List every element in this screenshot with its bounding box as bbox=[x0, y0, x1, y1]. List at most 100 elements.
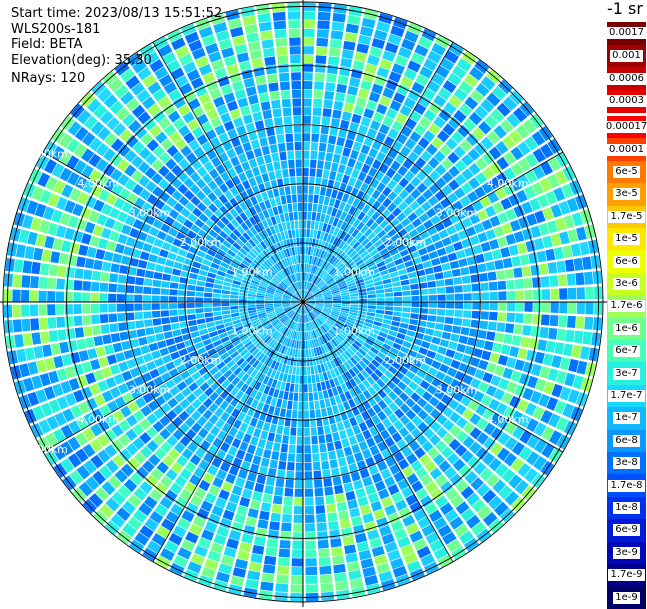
ray-gate bbox=[197, 323, 207, 330]
ray-gate bbox=[322, 334, 329, 343]
ray-gate bbox=[179, 321, 189, 328]
ray-gate bbox=[335, 493, 346, 503]
ray-gate bbox=[340, 57, 353, 68]
ray-gate bbox=[283, 279, 290, 287]
ray-gate bbox=[314, 293, 323, 298]
ray-gate bbox=[430, 488, 444, 501]
ray-gate bbox=[184, 416, 196, 428]
ray-gate bbox=[298, 290, 302, 299]
ray-gate bbox=[127, 457, 141, 471]
ray-gate bbox=[318, 151, 326, 161]
ray-gate bbox=[261, 39, 274, 49]
ray-gate bbox=[438, 229, 449, 239]
ray-gate bbox=[299, 229, 303, 238]
ray-gate bbox=[441, 171, 454, 184]
ray-gate bbox=[152, 88, 167, 102]
ray-gate bbox=[48, 330, 59, 342]
ray-gate bbox=[318, 434, 326, 444]
ray-gate bbox=[329, 315, 338, 321]
ray-gate bbox=[354, 231, 363, 241]
ray-gate bbox=[376, 305, 385, 310]
ray-gate bbox=[299, 281, 302, 290]
ray-gate bbox=[371, 472, 383, 484]
ray-gate bbox=[242, 114, 253, 125]
ray-gate bbox=[489, 161, 502, 175]
ray-gate bbox=[125, 294, 134, 302]
ray-gate bbox=[255, 326, 264, 333]
ray-gate bbox=[53, 180, 66, 195]
ray-gate bbox=[279, 213, 286, 223]
ray-gate bbox=[353, 395, 362, 406]
ray-gate bbox=[158, 165, 170, 177]
ray-gate bbox=[287, 266, 292, 275]
ray-gate bbox=[395, 499, 408, 511]
ray-gate bbox=[245, 241, 254, 250]
ray-gate bbox=[406, 560, 422, 573]
ray-gate bbox=[306, 264, 309, 273]
ray-gate bbox=[411, 295, 420, 301]
ray-gate bbox=[305, 281, 309, 290]
ray-gate bbox=[295, 273, 299, 282]
ray-gate bbox=[295, 471, 303, 480]
ray-gate bbox=[123, 246, 134, 256]
ray-gate bbox=[291, 303, 300, 307]
ray-gate bbox=[222, 240, 232, 249]
ray-gate bbox=[180, 145, 192, 157]
ray-gate bbox=[142, 243, 153, 253]
ray-gate bbox=[265, 272, 273, 280]
ray-gate bbox=[294, 282, 299, 291]
ray-gate bbox=[171, 164, 183, 177]
ray-gate bbox=[263, 323, 272, 330]
ray-gate bbox=[452, 325, 462, 334]
ray-gate bbox=[331, 270, 340, 278]
ray-gate bbox=[234, 89, 246, 100]
ray-gate bbox=[476, 432, 489, 445]
ray-gate bbox=[209, 244, 219, 253]
ray-gate bbox=[493, 388, 505, 401]
ray-gate bbox=[255, 447, 264, 457]
ray-gate bbox=[298, 410, 303, 419]
ray-gate bbox=[292, 203, 298, 212]
ray-gate bbox=[293, 392, 299, 401]
ray-gate bbox=[526, 451, 540, 466]
ray-gate bbox=[50, 251, 61, 264]
ray-gate bbox=[201, 141, 213, 153]
ray-gate bbox=[230, 351, 239, 359]
ray-gate bbox=[397, 165, 408, 177]
ray-gate bbox=[289, 286, 295, 293]
ray-gate bbox=[391, 120, 404, 132]
ray-gate bbox=[270, 329, 277, 337]
ray-gate bbox=[294, 497, 303, 506]
ray-gate bbox=[312, 357, 317, 366]
ray-gate bbox=[315, 303, 324, 306]
ray-gate bbox=[518, 157, 531, 172]
ray-gate bbox=[382, 319, 392, 325]
ray-gate bbox=[312, 453, 320, 462]
ray-gate bbox=[195, 291, 204, 297]
ray-gate bbox=[306, 220, 311, 229]
ray-gate bbox=[353, 105, 365, 116]
ray-gate bbox=[341, 327, 350, 335]
ray-gate bbox=[282, 269, 288, 277]
ray-gate bbox=[331, 189, 338, 199]
ray-gate bbox=[376, 562, 391, 574]
ray-gate bbox=[385, 297, 394, 302]
range-ring-label: 2.00km bbox=[180, 236, 222, 249]
ray-gate bbox=[315, 298, 324, 301]
ray-gate bbox=[338, 315, 347, 321]
ray-gate bbox=[279, 260, 285, 269]
ray-gate bbox=[86, 397, 98, 411]
ray-gate bbox=[306, 296, 314, 301]
ray-gate bbox=[392, 386, 403, 396]
ray-gate bbox=[515, 290, 524, 300]
ray-gate bbox=[304, 427, 310, 436]
ray-gate bbox=[92, 470, 106, 485]
ray-gate bbox=[242, 337, 251, 345]
ray-gate bbox=[292, 549, 303, 558]
ray-gate bbox=[286, 356, 292, 365]
ray-gate bbox=[118, 419, 131, 432]
ray-gate bbox=[340, 329, 348, 337]
ray-gate bbox=[519, 430, 533, 444]
ray-gate bbox=[409, 277, 418, 284]
ray-gate bbox=[462, 374, 474, 385]
